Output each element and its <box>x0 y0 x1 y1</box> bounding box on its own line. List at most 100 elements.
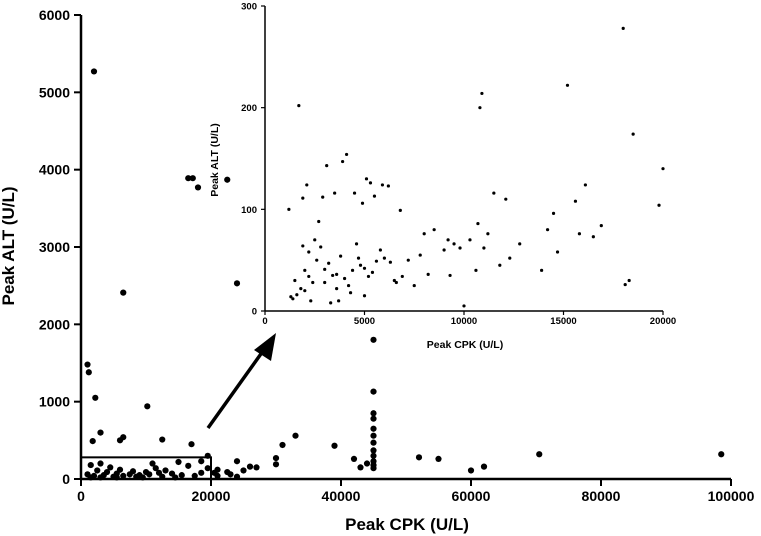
inset-data-point <box>321 195 325 199</box>
inset-data-point <box>599 224 603 228</box>
main-x-tick-label: 100000 <box>708 488 755 504</box>
inset-data-point <box>335 272 339 276</box>
inset-data-point <box>289 295 293 299</box>
inset-data-point <box>301 244 305 248</box>
main-data-point <box>188 441 195 448</box>
main-data-point <box>84 361 91 368</box>
inset-points <box>287 26 665 308</box>
main-data-point <box>467 467 475 474</box>
inset-x-axis-title: Peak CPK (U/L) <box>427 339 503 351</box>
inset-data-point <box>555 250 560 254</box>
main-data-point <box>363 460 371 467</box>
main-data-point <box>370 452 377 459</box>
inset-data-point <box>346 283 351 288</box>
inset-data-point <box>480 91 484 96</box>
inset-data-point <box>327 261 331 265</box>
inset-data-point <box>418 253 422 257</box>
main-y-axis-title: Peak ALT (U/L) <box>0 186 18 305</box>
inset-data-point <box>382 256 386 260</box>
inset-data-point <box>372 194 377 198</box>
main-data-point <box>718 451 725 458</box>
main-data-point <box>480 463 488 470</box>
inset-data-point <box>297 104 301 108</box>
inset-data-point <box>315 258 319 262</box>
inset-data-point <box>486 232 490 236</box>
main-data-point <box>191 472 198 480</box>
main-y-tick-label: 2000 <box>39 316 70 332</box>
main-x-axis-title: Peak CPK (U/L) <box>345 515 469 534</box>
inset-data-point <box>303 289 307 293</box>
main-data-point <box>370 410 377 417</box>
main-data-point <box>87 461 94 469</box>
main-data-point <box>107 464 114 471</box>
inset-y-axis-title: Peak ALT (U/L) <box>209 123 221 197</box>
inset-data-point <box>661 167 665 171</box>
inset-data-point <box>352 191 357 195</box>
main-data-point <box>536 451 543 458</box>
main-data-point <box>370 415 377 422</box>
inset-data-point <box>301 196 305 200</box>
main-data-point <box>370 447 377 454</box>
inset-y-tick-label: 0 <box>252 307 257 318</box>
inset-data-point <box>337 299 341 303</box>
main-y-tick-label: 3000 <box>39 239 70 255</box>
main-data-point <box>233 280 241 287</box>
zoom-arrow <box>206 333 276 430</box>
inset-data-point <box>368 181 373 185</box>
inset-data-point <box>380 183 385 187</box>
inset-data-point <box>565 83 570 87</box>
inset-data-point <box>295 293 299 297</box>
main-data-point <box>292 432 299 439</box>
inset-x-tick-label: 20000 <box>650 316 676 327</box>
inset-data-point <box>478 106 482 110</box>
inset-data-point <box>392 278 396 283</box>
inset-data-point <box>442 248 446 252</box>
inset-data-point <box>325 164 329 168</box>
inset-data-point <box>313 238 317 242</box>
main-data-point <box>198 458 205 465</box>
main-data-point <box>120 472 127 480</box>
inset-data-point <box>323 267 327 271</box>
inset-data-point <box>335 287 339 291</box>
main-data-point <box>204 465 211 472</box>
inset-data-point <box>498 263 502 267</box>
main-data-point <box>152 465 159 472</box>
highlight-box <box>80 456 212 481</box>
inset-y-tick-label: 300 <box>241 2 257 13</box>
inset-data-point <box>448 273 452 278</box>
inset-data-point <box>354 242 359 246</box>
main-data-point <box>97 460 104 467</box>
inset-data-point <box>468 238 472 242</box>
main-points <box>84 68 725 481</box>
inset-y-tick-label: 200 <box>241 103 257 114</box>
main-data-point <box>415 454 423 461</box>
main-x-tick-label: 80000 <box>582 488 621 504</box>
main-y-tick-label: 6000 <box>39 7 70 23</box>
inset-data-point <box>398 208 402 212</box>
main-data-point <box>224 176 231 183</box>
main-data-point <box>227 471 234 478</box>
inset-data-point <box>432 228 436 232</box>
inset-data-point <box>309 299 313 303</box>
inset-data-point <box>504 197 508 201</box>
inset-data-point <box>508 256 512 260</box>
main-y-tick-label: 1000 <box>39 394 70 410</box>
inset-data-point <box>299 287 303 291</box>
inset-data-point <box>458 246 462 250</box>
inset-data-point <box>388 260 392 264</box>
inset-data-point <box>446 238 450 242</box>
inset-data-point <box>577 232 582 236</box>
inset-data-point <box>657 203 661 207</box>
inset-data-point <box>406 258 410 262</box>
inset-data-point <box>348 291 353 295</box>
inset-data-point <box>518 242 522 246</box>
main-data-point <box>85 369 92 376</box>
main-data-point <box>246 463 254 470</box>
inset-data-point <box>323 280 327 285</box>
inset-data-point <box>621 26 625 30</box>
main-x-tick-label: 20000 <box>192 488 231 504</box>
main-data-point <box>370 465 377 472</box>
inset-data-point <box>305 183 309 187</box>
inset-data-point <box>362 294 367 298</box>
